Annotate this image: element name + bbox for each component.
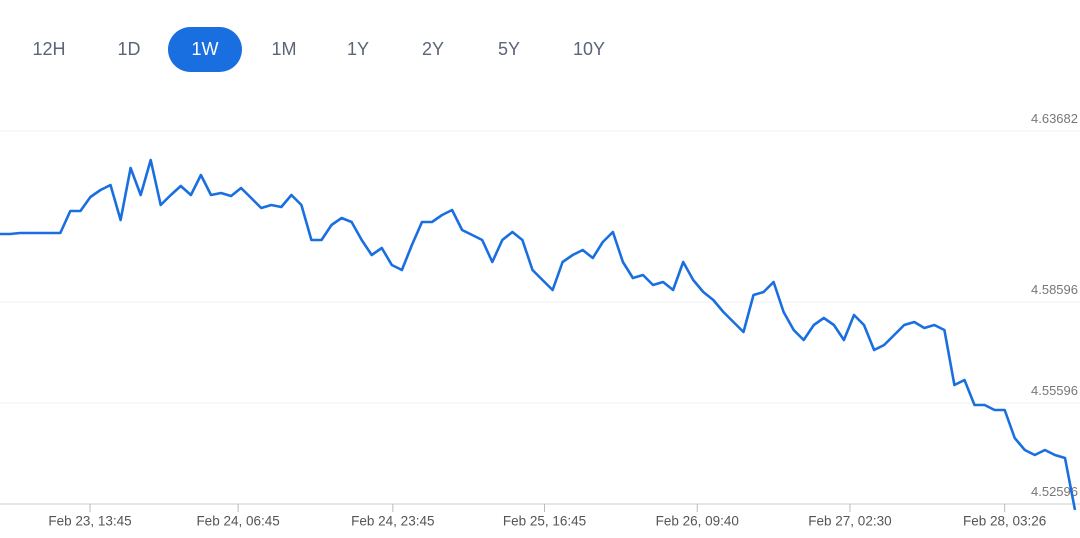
price-line [0,158,1077,511]
range-tab[interactable]: 1M [271,39,296,59]
tab-selected-pill [168,27,242,72]
range-tab[interactable]: 1Y [347,39,369,59]
x-tick-label: Feb 23, 13:45 [48,514,131,529]
y-tick-label: 4.58596 [1031,282,1078,297]
x-tick-label: Feb 27, 02:30 [808,514,891,529]
range-tab[interactable]: 1D [117,39,140,59]
y-tick-label: 4.63682 [1031,111,1078,126]
x-tick-label: Feb 24, 23:45 [351,514,434,529]
x-tick-label: Feb 28, 03:26 [963,514,1046,529]
x-tick-label: Feb 26, 09:40 [656,514,739,529]
range-tab[interactable]: 12H [32,39,65,59]
range-tab[interactable]: 10Y [573,39,605,59]
range-tab[interactable]: 2Y [422,39,444,59]
range-tab[interactable]: 5Y [498,39,520,59]
x-tick-label: Feb 25, 16:45 [503,514,586,529]
range-tab[interactable]: 1W [192,39,219,59]
y-tick-label: 4.52596 [1031,484,1078,499]
y-tick-label: 4.55596 [1031,383,1078,398]
x-tick-label: Feb 24, 06:45 [196,514,279,529]
